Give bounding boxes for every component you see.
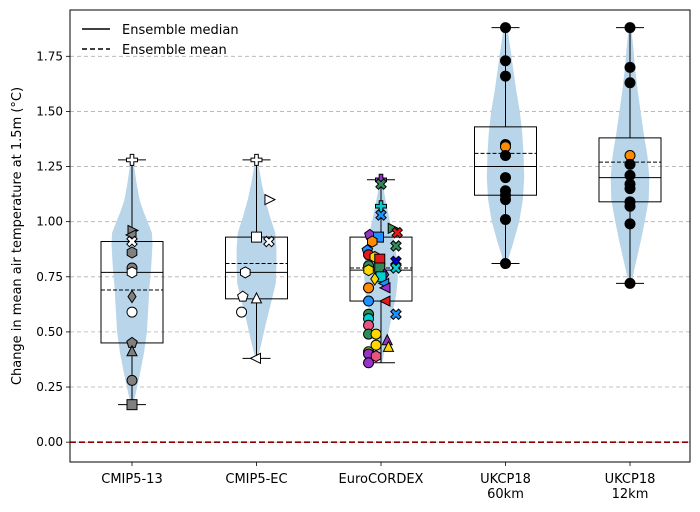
y-tick-label: 0.00 [36,435,63,449]
data-point [363,295,375,307]
data-point [390,262,402,274]
x-tick-label-line: 12km [612,487,649,502]
data-point [500,194,511,206]
data-point [240,266,251,279]
data-point [250,291,263,304]
x-axis: CMIP5-13 CMIP5-EC EuroCORDEX UKCP18 60kmUKCP… [101,462,655,502]
y-axis-label: Change in mean air temperature at 1.5m (… [10,87,25,385]
data-point [500,213,511,225]
data-point [126,344,138,357]
y-tick-label: 1.25 [36,160,63,174]
x-tick-label: UKCP18 12km [605,472,656,502]
x-tick-label-line: UKCP18 [605,472,656,487]
data-point [237,290,249,302]
data-point [249,352,261,365]
data-point [624,183,636,195]
data-point [250,153,263,166]
x-tick-label: UKCP18 60km [480,472,531,502]
data-point [127,289,137,304]
data-point [500,258,511,270]
data-point [382,340,395,352]
violin [236,159,277,359]
legend-label: Ensemble median [122,23,239,38]
x-tick-label: EuroCORDEX [339,472,424,487]
data-point [126,153,138,166]
y-tick-label: 1.00 [36,215,63,229]
data-point [624,61,636,73]
data-point [370,272,380,286]
violins [111,27,650,405]
data-point [370,350,382,363]
data-point [624,277,636,289]
data-point [126,399,138,411]
data-point [126,235,138,248]
data-point [624,200,636,212]
data-point [624,22,636,34]
y-tick-label: 1.50 [36,104,63,118]
data-point [391,226,404,239]
x-tick-label-line: UKCP18 [480,472,531,487]
data-point [263,235,275,248]
data-point [500,150,511,162]
x-tick-label-line: CMIP5-13 [101,472,162,487]
data-point [126,266,138,279]
data-point [363,264,374,277]
y-tick-label: 0.50 [36,325,63,339]
data-point [375,178,387,191]
data-point [363,357,375,369]
violin [111,159,153,405]
data-point [378,295,391,307]
plot-frame [69,9,691,463]
legend: Ensemble median Ensemble mean [82,23,239,58]
data-point [264,193,277,206]
data-point [624,218,636,230]
data-point [126,306,138,318]
data-point [624,158,636,170]
data-point [500,172,511,184]
y-tick-label: 0.75 [36,270,63,284]
legend-label: Ensemble mean [122,43,227,58]
data-point [367,235,378,248]
data-point [363,282,375,294]
data-point [370,328,382,340]
legend-item: Ensemble mean [82,43,227,58]
y-tick-label: 1.75 [36,49,63,63]
y-tick-label: 0.25 [36,380,63,394]
data-point [378,282,391,294]
x-tick-label: CMIP5-EC [225,472,287,487]
data-point [624,77,636,89]
data-point [375,209,387,221]
data-point [390,308,402,321]
x-tick-label-line: EuroCORDEX [339,472,424,487]
axes-frame [69,9,691,463]
data-point [390,240,402,252]
x-tick-label: CMIP5-13 [101,472,162,487]
legend-item: Ensemble median [82,23,239,38]
x-tick-label-line: CMIP5-EC [225,472,287,487]
model-points [124,22,636,411]
data-point [126,246,138,259]
data-point [236,306,248,318]
data-point [251,231,262,243]
x-tick-label-line: 60km [487,487,524,502]
y-axis: 0.00 0.25 0.50 0.75 1.00 1.25 1.50 1.75 [36,49,70,449]
data-point [500,55,511,67]
data-point [500,70,511,82]
data-point [126,374,138,386]
data-point [500,22,511,34]
